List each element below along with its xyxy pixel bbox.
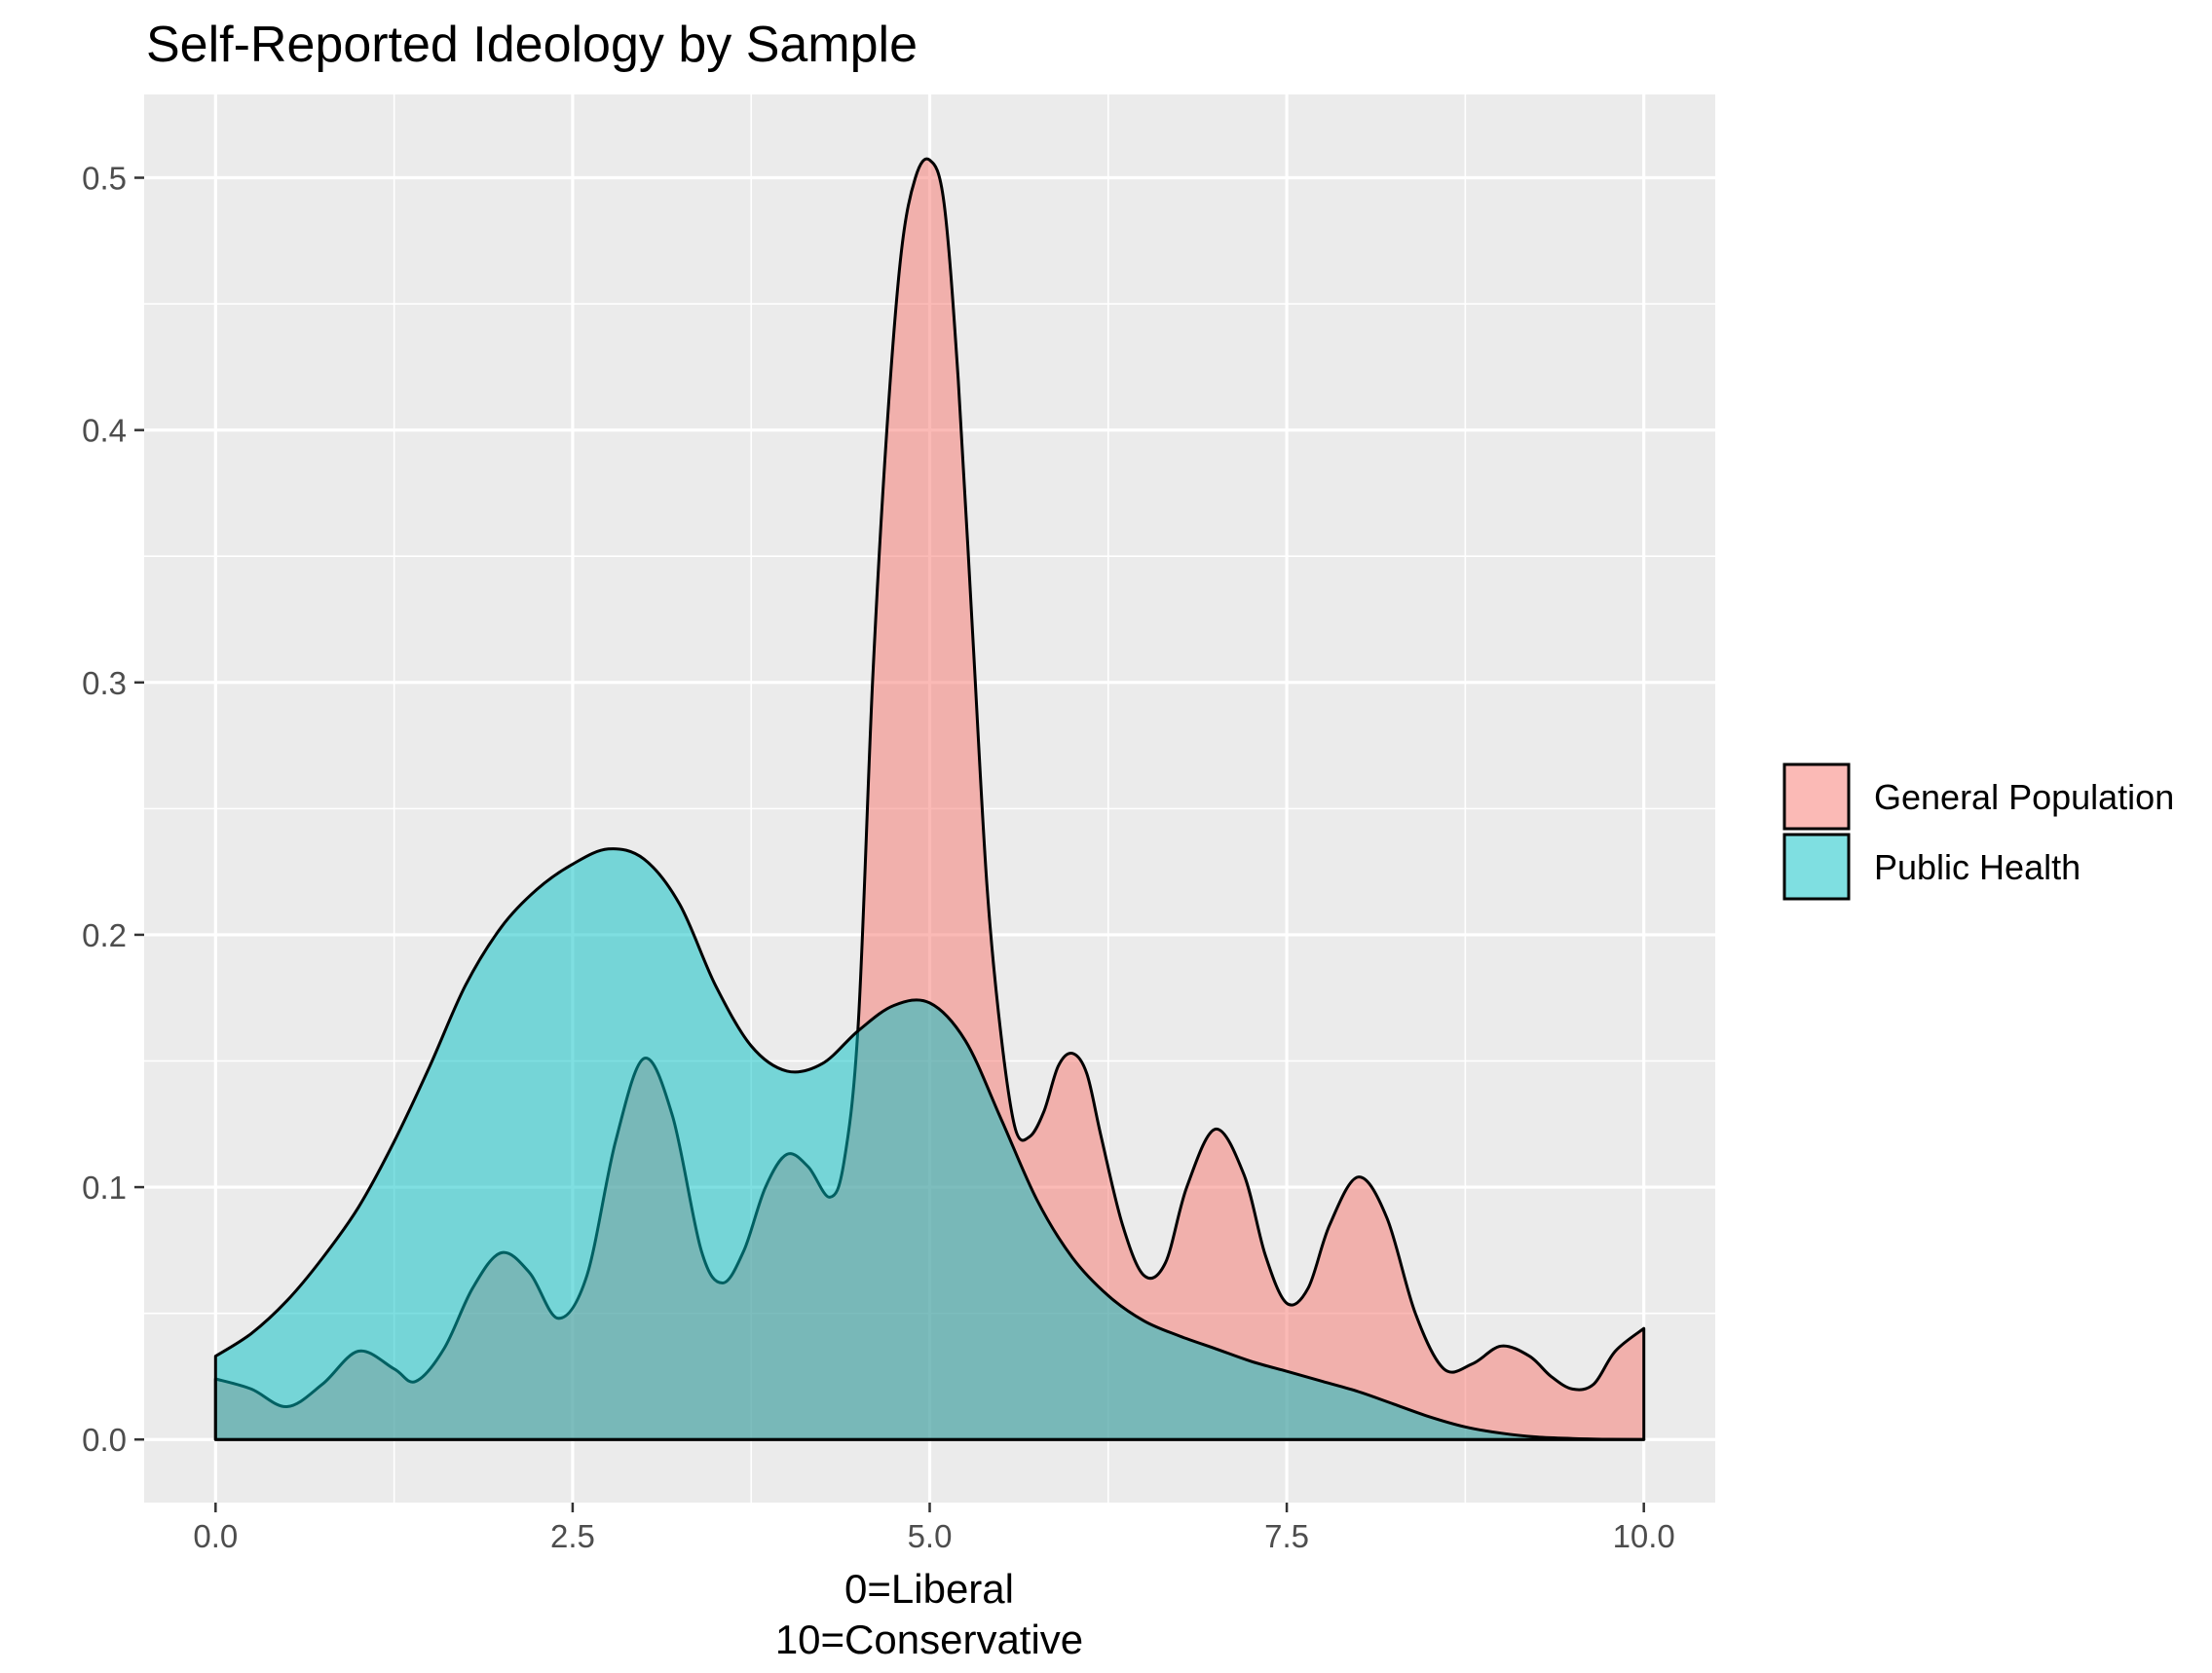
axis-ticks: 0.0 2.5 5.0 7.5 10.0 0.0 0.1 0.2 0.3 0.4 0.5 <box>82 161 1675 1554</box>
x-axis-title-line-2: 10=Conservative <box>775 1617 1083 1662</box>
y-tick-label: 0.0 <box>82 1422 127 1458</box>
y-tick-label: 0.3 <box>82 665 127 701</box>
y-tick-label: 0.5 <box>82 161 127 197</box>
legend-label-general-population: General Population <box>1874 777 2174 817</box>
x-tick-label: 5.0 <box>908 1518 953 1554</box>
x-tick-label: 7.5 <box>1264 1518 1309 1554</box>
legend-label-public-health: Public Health <box>1874 847 2081 887</box>
y-tick-label: 0.1 <box>82 1170 127 1206</box>
x-tick-label: 10.0 <box>1613 1518 1675 1554</box>
legend-key-general-population <box>1782 762 1851 831</box>
density-area-public-health <box>213 847 1646 1441</box>
legend: General Population Public Health <box>1782 762 2174 901</box>
density-areas <box>213 157 1646 1441</box>
x-tick-label: 0.0 <box>193 1518 238 1554</box>
y-tick-label: 0.4 <box>82 413 127 449</box>
y-tick-label: 0.2 <box>82 917 127 953</box>
legend-key-public-health <box>1782 833 1851 901</box>
chart-title: Self-Reported Ideology by Sample <box>146 17 918 73</box>
x-axis-title-line-1: 0=Liberal <box>844 1566 1014 1612</box>
x-tick-label: 2.5 <box>550 1518 595 1554</box>
